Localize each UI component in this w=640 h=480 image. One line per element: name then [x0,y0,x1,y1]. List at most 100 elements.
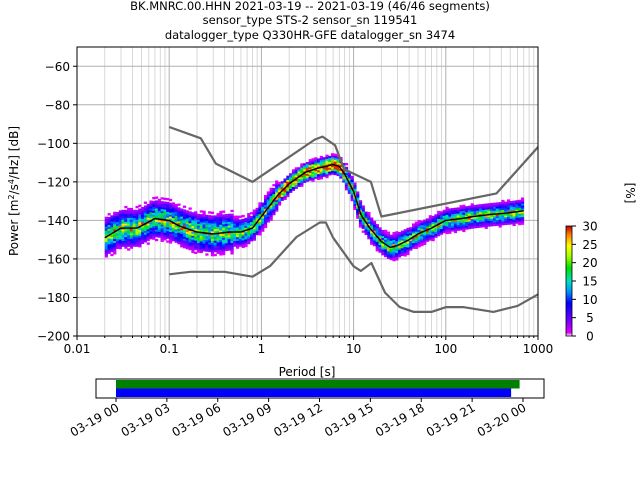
psd-heatmap-cell [255,225,259,228]
psd-heatmap-cell [431,217,435,221]
psd-heatmap-cell [174,205,178,209]
psd-heatmap-cell [389,251,393,255]
psd-heatmap-cell [328,155,332,159]
psd-heatmap-cell [501,223,505,226]
psd-heatmap-cell [129,234,134,238]
psd-heatmap-cell [244,219,248,223]
psd-heatmap-cell [344,172,349,175]
psd-heatmap-cell [311,175,315,178]
psd-heatmap-cell [208,222,212,226]
psd-heatmap-cell [166,232,170,236]
psd-heatmap-cell [311,171,315,174]
psd-heatmap-cell [236,234,240,238]
psd-heatmap-cell [208,240,212,243]
psd-heatmap-cell [459,224,463,227]
psd-heatmap-cell [166,225,170,228]
psd-heatmap-cell [210,217,215,220]
psd-heatmap-cell [163,216,167,220]
psd-heatmap-cell [135,211,139,215]
psd-heatmap-cell [191,225,195,229]
psd-heatmap-cell [249,221,254,225]
psd-heatmap-cell [370,232,374,236]
psd-heatmap-cell [409,232,413,236]
psd-heatmap-cell [367,217,371,221]
psd-heatmap-cell [400,253,405,257]
psd-heatmap-cell [353,197,357,201]
psd-heatmap-cell [132,238,136,242]
psd-heatmap-cell [389,255,393,259]
psd-heatmap-cell [425,235,430,238]
psd-heatmap-cell [476,219,480,223]
psd-heatmap-cell [453,215,458,218]
psd-heatmap-cell [289,175,293,178]
psd-heatmap-cell [180,231,184,234]
psd-heatmap-cell [470,209,474,212]
psd-heatmap-cell [280,196,284,199]
psd-heatmap-cell [135,242,139,245]
psd-heatmap-cell [350,196,354,200]
psd-heatmap-cell [180,239,184,242]
psd-heatmap-cell [146,242,150,245]
psd-heatmap-cell [451,208,455,211]
psd-heatmap-cell [300,174,304,178]
psd-heatmap-cell [199,244,203,248]
psd-heatmap-cell [168,198,173,202]
psd-heatmap-cell [417,241,421,244]
psd-heatmap-cell [266,197,270,200]
psd-heatmap-cell [403,246,407,249]
psd-heatmap-cell [182,219,187,222]
psd-heatmap-cell [227,217,231,220]
psd-heatmap-cell [168,204,173,208]
psd-heatmap-cell [467,207,472,210]
psd-heatmap-cell [275,207,279,210]
psd-heatmap-cell [462,206,466,209]
psd-heatmap-cell [280,187,284,190]
psd-heatmap-cell [199,221,203,225]
psd-heatmap-cell [473,206,477,210]
psd-heatmap-cell [459,220,463,223]
psd-heatmap-cell [275,190,279,193]
psd-heatmap-cell [185,214,189,217]
psd-heatmap-cell [317,169,321,173]
psd-heatmap-cell [196,240,201,244]
psd-heatmap-cell [194,232,198,235]
psd-heatmap-cell [177,207,181,210]
psd-heatmap-cell [308,170,312,174]
psd-heatmap-cell [445,218,449,221]
psd-heatmap-cell [384,250,388,254]
psd-heatmap-cell [191,248,195,252]
psd-heatmap-cell [395,254,399,257]
psd-heatmap-cell [107,243,111,247]
psd-heatmap-cell [188,217,192,220]
psd-heatmap-cell [196,235,201,238]
psd-heatmap-cell [342,162,346,166]
psd-heatmap-cell [437,218,441,221]
psd-heatmap-cell [171,219,175,223]
psd-heatmap-cell [479,204,483,207]
psd-heatmap-cell [110,230,114,234]
psd-heatmap-cell [121,232,125,236]
psd-heatmap-cell [353,207,357,210]
psd-heatmap-cell [465,217,469,221]
psd-heatmap-cell [437,212,441,216]
psd-heatmap-cell [152,231,156,235]
psd-heatmap-cell [230,227,234,230]
psd-heatmap-cell [470,203,474,206]
psd-heatmap-cell [160,231,164,235]
psd-heatmap-cell [462,214,466,217]
psd-heatmap-cell [230,248,234,251]
psd-heatmap-cell [155,227,159,230]
psd-heatmap-cell [210,250,215,253]
psd-heatmap-cell [236,238,240,242]
psd-heatmap-cell [238,244,243,247]
psd-heatmap-cell [414,225,418,228]
psd-heatmap-cell [258,206,262,209]
psd-heatmap-cell [277,193,282,196]
psd-heatmap-cell [269,205,273,208]
psd-heatmap-cell [350,181,354,184]
psd-heatmap-cell [219,212,223,216]
psd-heatmap-cell [132,213,136,216]
psd-heatmap-cell [325,175,329,179]
psd-heatmap-cell [107,216,111,220]
psd-heatmap-cell [294,171,298,174]
